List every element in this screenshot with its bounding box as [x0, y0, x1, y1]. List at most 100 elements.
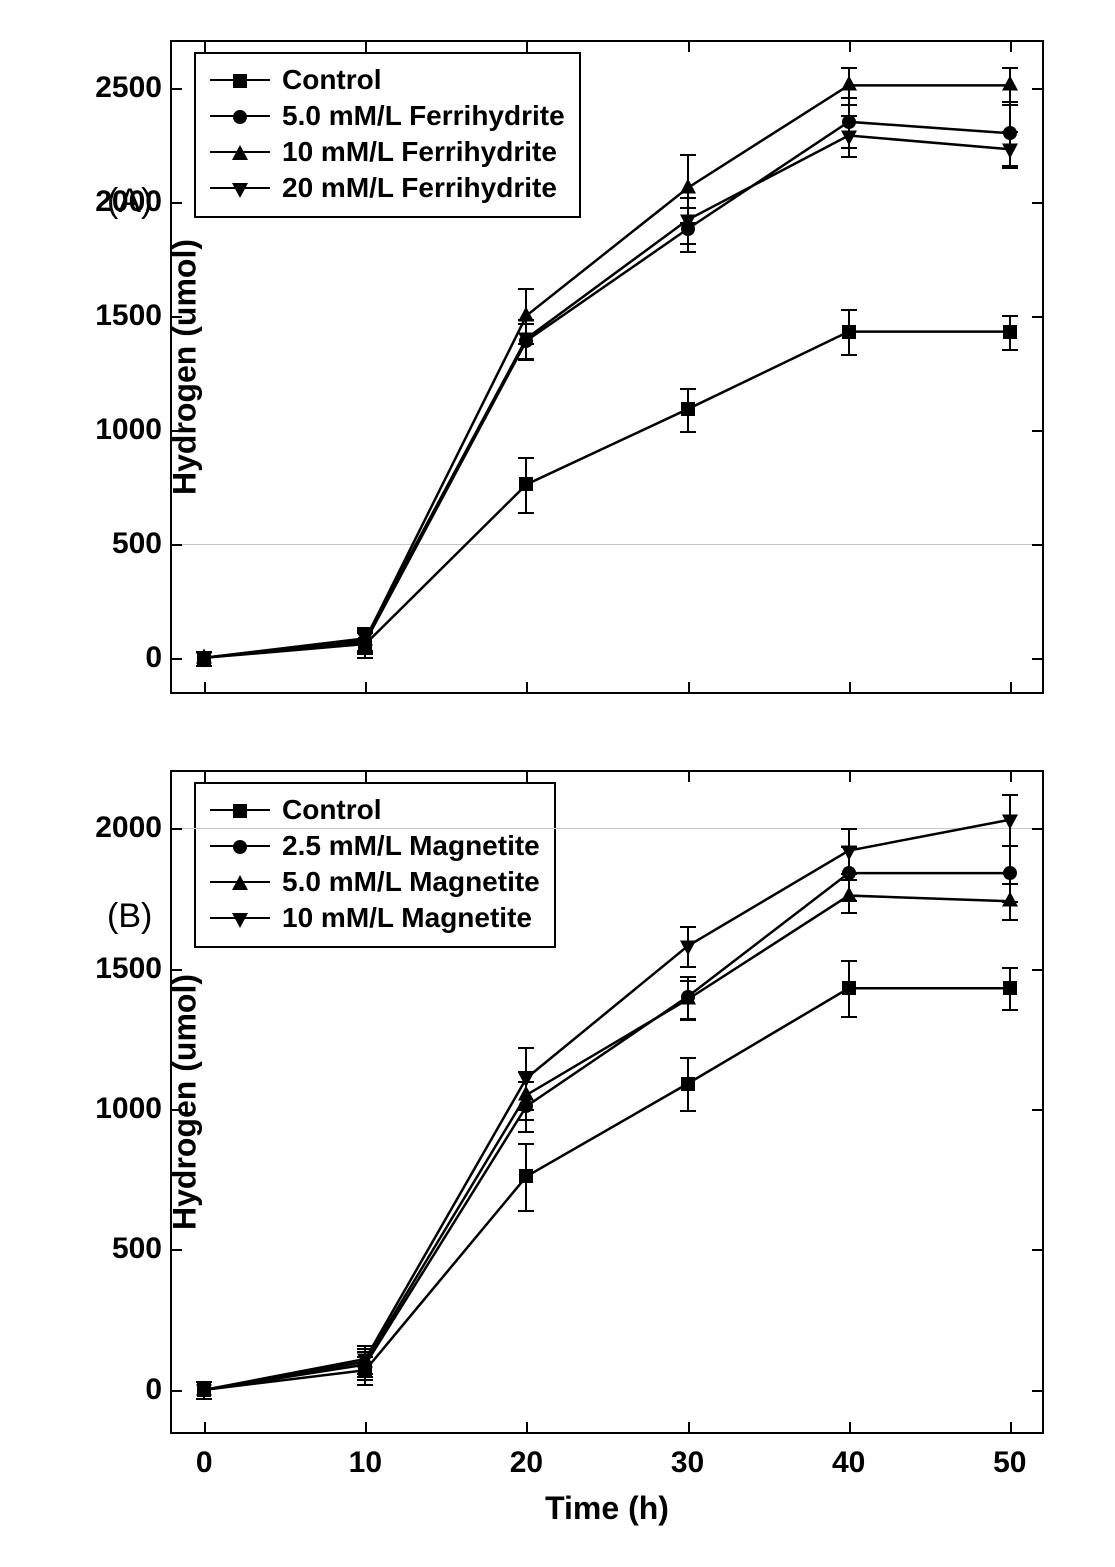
error-cap [1002, 883, 1018, 885]
error-cap [680, 966, 696, 968]
legend-row: Control [210, 792, 540, 828]
legend-row: 5.0 mM/L Ferrihydrite [210, 98, 565, 134]
error-cap [357, 1376, 373, 1378]
x-tick [365, 772, 367, 782]
x-tick-label: 40 [832, 1432, 865, 1480]
y-tick-label: 2000 [95, 185, 172, 219]
error-cap [1002, 919, 1018, 921]
data-marker [519, 477, 533, 491]
error-cap [518, 288, 534, 290]
data-marker [357, 1353, 373, 1368]
legend-line [210, 151, 270, 153]
error-cap [841, 828, 857, 830]
x-tick-label: 10 [349, 1432, 382, 1480]
error-cap [518, 1143, 534, 1145]
x-tick [1010, 42, 1012, 52]
error-cap [357, 653, 373, 655]
x-tick-label: 50 [993, 1432, 1026, 1480]
data-marker [680, 990, 696, 1005]
legend-marker-icon [233, 74, 247, 88]
data-marker [1002, 76, 1018, 91]
legend-marker-icon [232, 183, 248, 198]
x-tick-label: 0 [196, 1432, 213, 1480]
x-tick [849, 682, 851, 692]
data-marker [357, 633, 373, 648]
legend-a: Control5.0 mM/L Ferrihydrite10 mM/L Ferr… [194, 52, 581, 218]
legend-line [210, 809, 270, 811]
legend-label: 2.5 mM/L Magnetite [282, 830, 540, 862]
y-tick [1032, 969, 1042, 971]
chart-panel-a: Hydrogen (umol) (A) Control5.0 mM/L Ferr… [170, 40, 1044, 694]
error-cap [1002, 104, 1018, 106]
error-cap [680, 1110, 696, 1112]
legend-line [210, 881, 270, 883]
x-tick [204, 42, 206, 52]
x-tick [526, 42, 528, 52]
y-tick [1032, 1109, 1042, 1111]
error-cap [841, 309, 857, 311]
y-tick-label: 2000 [95, 811, 172, 845]
y-tick [1032, 1390, 1042, 1392]
error-cap [680, 243, 696, 245]
legend-marker-icon [232, 913, 248, 928]
y-tick [172, 544, 182, 546]
error-cap [680, 197, 696, 199]
legend-line [210, 79, 270, 81]
y-axis-label-a: Hydrogen (umol) [166, 239, 203, 495]
error-cap [680, 388, 696, 390]
error-cap [1002, 967, 1018, 969]
error-cap [680, 154, 696, 156]
x-tick [365, 1422, 367, 1432]
y-tick [1032, 828, 1042, 830]
error-cap [518, 457, 534, 459]
error-cap [680, 976, 696, 978]
x-tick [204, 1422, 206, 1432]
error-cap [1002, 131, 1018, 133]
data-marker [1002, 892, 1018, 907]
data-marker [841, 76, 857, 91]
error-cap [1002, 349, 1018, 351]
error-cap [841, 67, 857, 69]
error-cap [841, 115, 857, 117]
x-tick [849, 1422, 851, 1432]
legend-label: 5.0 mM/L Ferrihydrite [282, 100, 565, 132]
error-cap [1002, 315, 1018, 317]
y-tick [172, 1249, 182, 1251]
data-marker [518, 1073, 534, 1088]
legend-marker-icon [232, 875, 248, 890]
y-tick [172, 1390, 182, 1392]
x-tick [204, 682, 206, 692]
error-cap [680, 1057, 696, 1059]
y-tick-label: 500 [112, 527, 172, 561]
error-cap [680, 431, 696, 433]
data-marker [1002, 144, 1018, 159]
legend-label: 5.0 mM/L Magnetite [282, 866, 540, 898]
y-tick [172, 828, 182, 830]
legend-marker-icon [233, 840, 247, 854]
y-tick [1032, 1249, 1042, 1251]
y-tick [172, 430, 182, 432]
legend-marker-icon [233, 110, 247, 124]
data-marker [1003, 866, 1017, 880]
x-tick [526, 772, 528, 782]
y-tick-label: 1000 [95, 413, 172, 447]
data-marker [681, 1077, 695, 1091]
y-tick [1032, 202, 1042, 204]
error-cap [841, 104, 857, 106]
error-cap [841, 879, 857, 881]
data-marker [680, 178, 696, 193]
error-cap [841, 1016, 857, 1018]
y-tick [1032, 658, 1042, 660]
x-tick [688, 772, 690, 782]
x-tick-label: 20 [510, 1432, 543, 1480]
x-axis-label: Time (h) [545, 1432, 669, 1527]
x-tick [365, 42, 367, 52]
y-tick [172, 316, 182, 318]
error-cap [357, 1379, 373, 1381]
error-cap [680, 980, 696, 982]
x-tick [849, 772, 851, 782]
error-cap [1002, 845, 1018, 847]
y-axis-label-b: Hydrogen (umol) [166, 974, 203, 1230]
error-cap [1002, 794, 1018, 796]
error-cap [680, 926, 696, 928]
